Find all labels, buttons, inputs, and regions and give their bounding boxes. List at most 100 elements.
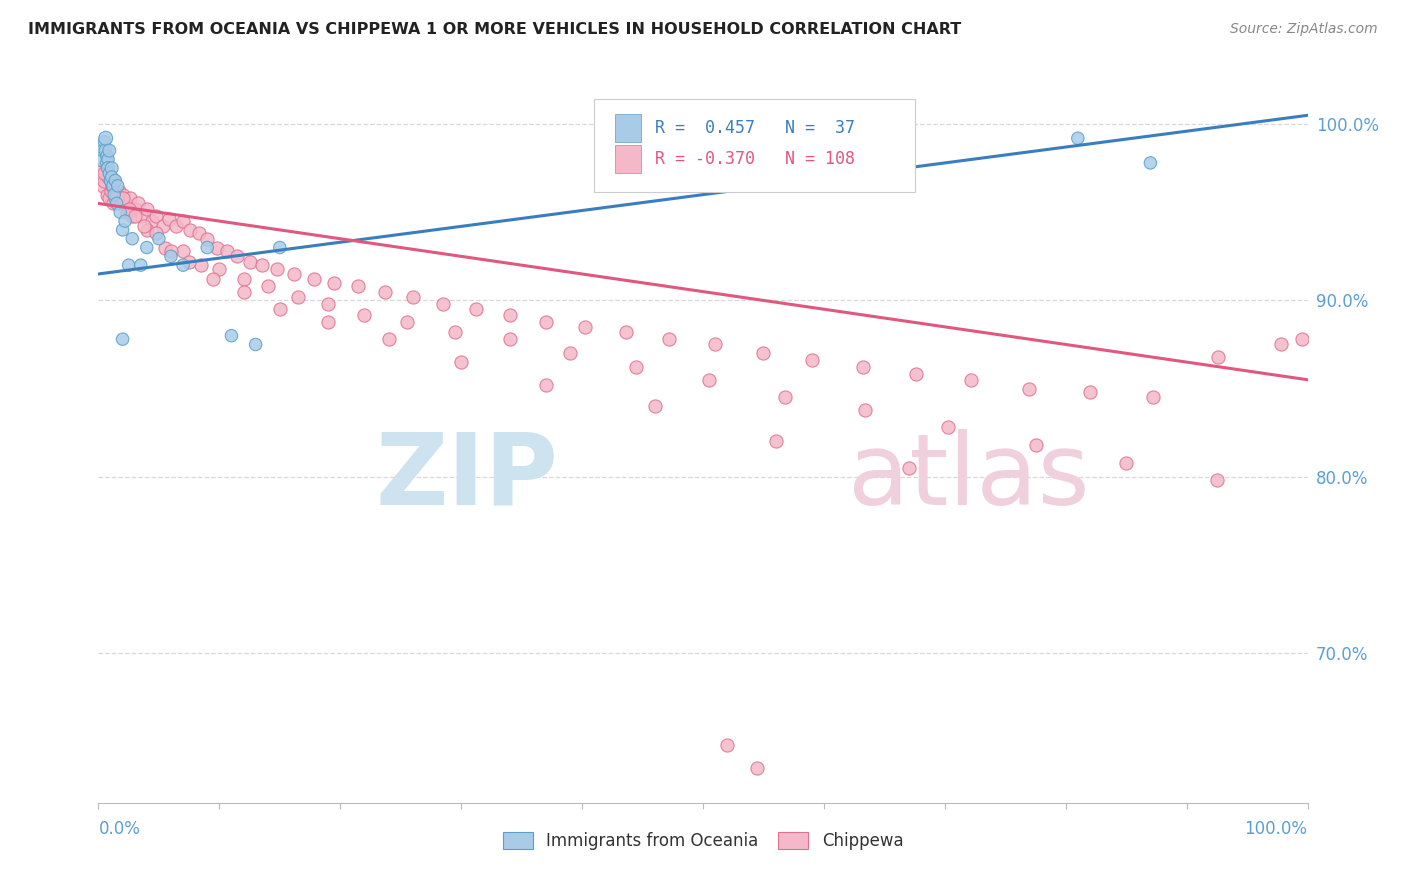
Point: [464, 302, 486, 317]
Text: 100.0%: 100.0%: [1244, 821, 1308, 838]
Point: [108, 205, 131, 219]
Point: [353, 308, 375, 322]
Point: [124, 209, 146, 223]
Point: [98, 166, 121, 180]
Point: [395, 314, 418, 328]
Point: [153, 240, 176, 254]
Point: [558, 346, 581, 360]
Point: [148, 232, 170, 246]
Point: [93, 135, 115, 149]
Point: [1142, 390, 1164, 404]
Point: [938, 420, 960, 434]
Point: [108, 191, 131, 205]
Point: [232, 285, 254, 299]
FancyBboxPatch shape: [595, 99, 915, 192]
Point: [91, 153, 114, 167]
Point: [100, 184, 122, 198]
Point: [239, 254, 262, 268]
Point: [1206, 473, 1229, 487]
Point: [107, 196, 129, 211]
Point: [377, 332, 399, 346]
Point: [103, 187, 125, 202]
Point: [534, 314, 557, 328]
Point: [626, 360, 648, 375]
Text: ZIP: ZIP: [375, 428, 558, 525]
Point: [97, 161, 120, 176]
Point: [614, 325, 637, 339]
Point: [347, 279, 370, 293]
Point: [266, 261, 288, 276]
Point: [104, 191, 127, 205]
Point: [302, 272, 325, 286]
Point: [96, 149, 118, 163]
Point: [94, 144, 117, 158]
Point: [658, 332, 681, 346]
Point: [450, 355, 472, 369]
Point: [205, 240, 228, 254]
Point: [1270, 337, 1292, 351]
Point: [402, 290, 425, 304]
FancyBboxPatch shape: [614, 113, 641, 142]
Point: [1139, 156, 1161, 170]
Point: [1206, 350, 1229, 364]
Text: IMMIGRANTS FROM OCEANIA VS CHIPPEWA 1 OR MORE VEHICLES IN HOUSEHOLD CORRELATION : IMMIGRANTS FROM OCEANIA VS CHIPPEWA 1 OR…: [28, 22, 962, 37]
Point: [114, 214, 136, 228]
Point: [534, 378, 557, 392]
Point: [104, 173, 127, 187]
Point: [269, 302, 291, 317]
Point: [145, 227, 167, 241]
Point: [195, 240, 218, 254]
Point: [134, 219, 156, 234]
Point: [101, 196, 124, 211]
Point: [131, 209, 153, 223]
Point: [91, 178, 114, 193]
Text: atlas: atlas: [848, 428, 1090, 525]
Point: [172, 214, 194, 228]
Point: [704, 337, 727, 351]
Point: [100, 161, 122, 176]
Point: [94, 131, 117, 145]
Point: [114, 196, 136, 211]
Point: [269, 240, 291, 254]
Text: Source: ZipAtlas.com: Source: ZipAtlas.com: [1230, 22, 1378, 37]
Point: [245, 337, 267, 351]
Point: [904, 368, 927, 382]
Point: [1291, 332, 1313, 346]
Point: [141, 214, 163, 228]
Point: [100, 173, 122, 187]
Point: [111, 187, 134, 202]
Point: [118, 191, 141, 205]
Point: [179, 254, 201, 268]
Point: [135, 240, 157, 254]
Point: [773, 390, 796, 404]
Point: [135, 223, 157, 237]
Point: [374, 285, 396, 299]
Point: [1018, 382, 1040, 396]
Point: [96, 187, 118, 202]
Point: [1078, 385, 1101, 400]
Point: [121, 232, 143, 246]
Point: [98, 191, 121, 205]
Point: [111, 223, 134, 237]
Point: [108, 184, 131, 198]
Point: [202, 272, 225, 286]
Point: [98, 144, 121, 158]
Point: [118, 202, 141, 216]
Point: [1115, 456, 1137, 470]
Point: [644, 399, 666, 413]
Point: [747, 760, 769, 774]
Point: [100, 173, 122, 187]
Point: [1024, 438, 1046, 452]
Point: [195, 232, 218, 246]
Point: [105, 187, 128, 202]
Point: [897, 461, 920, 475]
Point: [1067, 131, 1090, 145]
Point: [107, 178, 129, 193]
Point: [103, 173, 125, 187]
Point: [800, 353, 823, 368]
Point: [118, 258, 141, 272]
Point: [117, 205, 139, 219]
Legend: Immigrants from Oceania, Chippewa: Immigrants from Oceania, Chippewa: [503, 832, 903, 850]
Point: [127, 196, 149, 211]
Point: [91, 161, 114, 176]
